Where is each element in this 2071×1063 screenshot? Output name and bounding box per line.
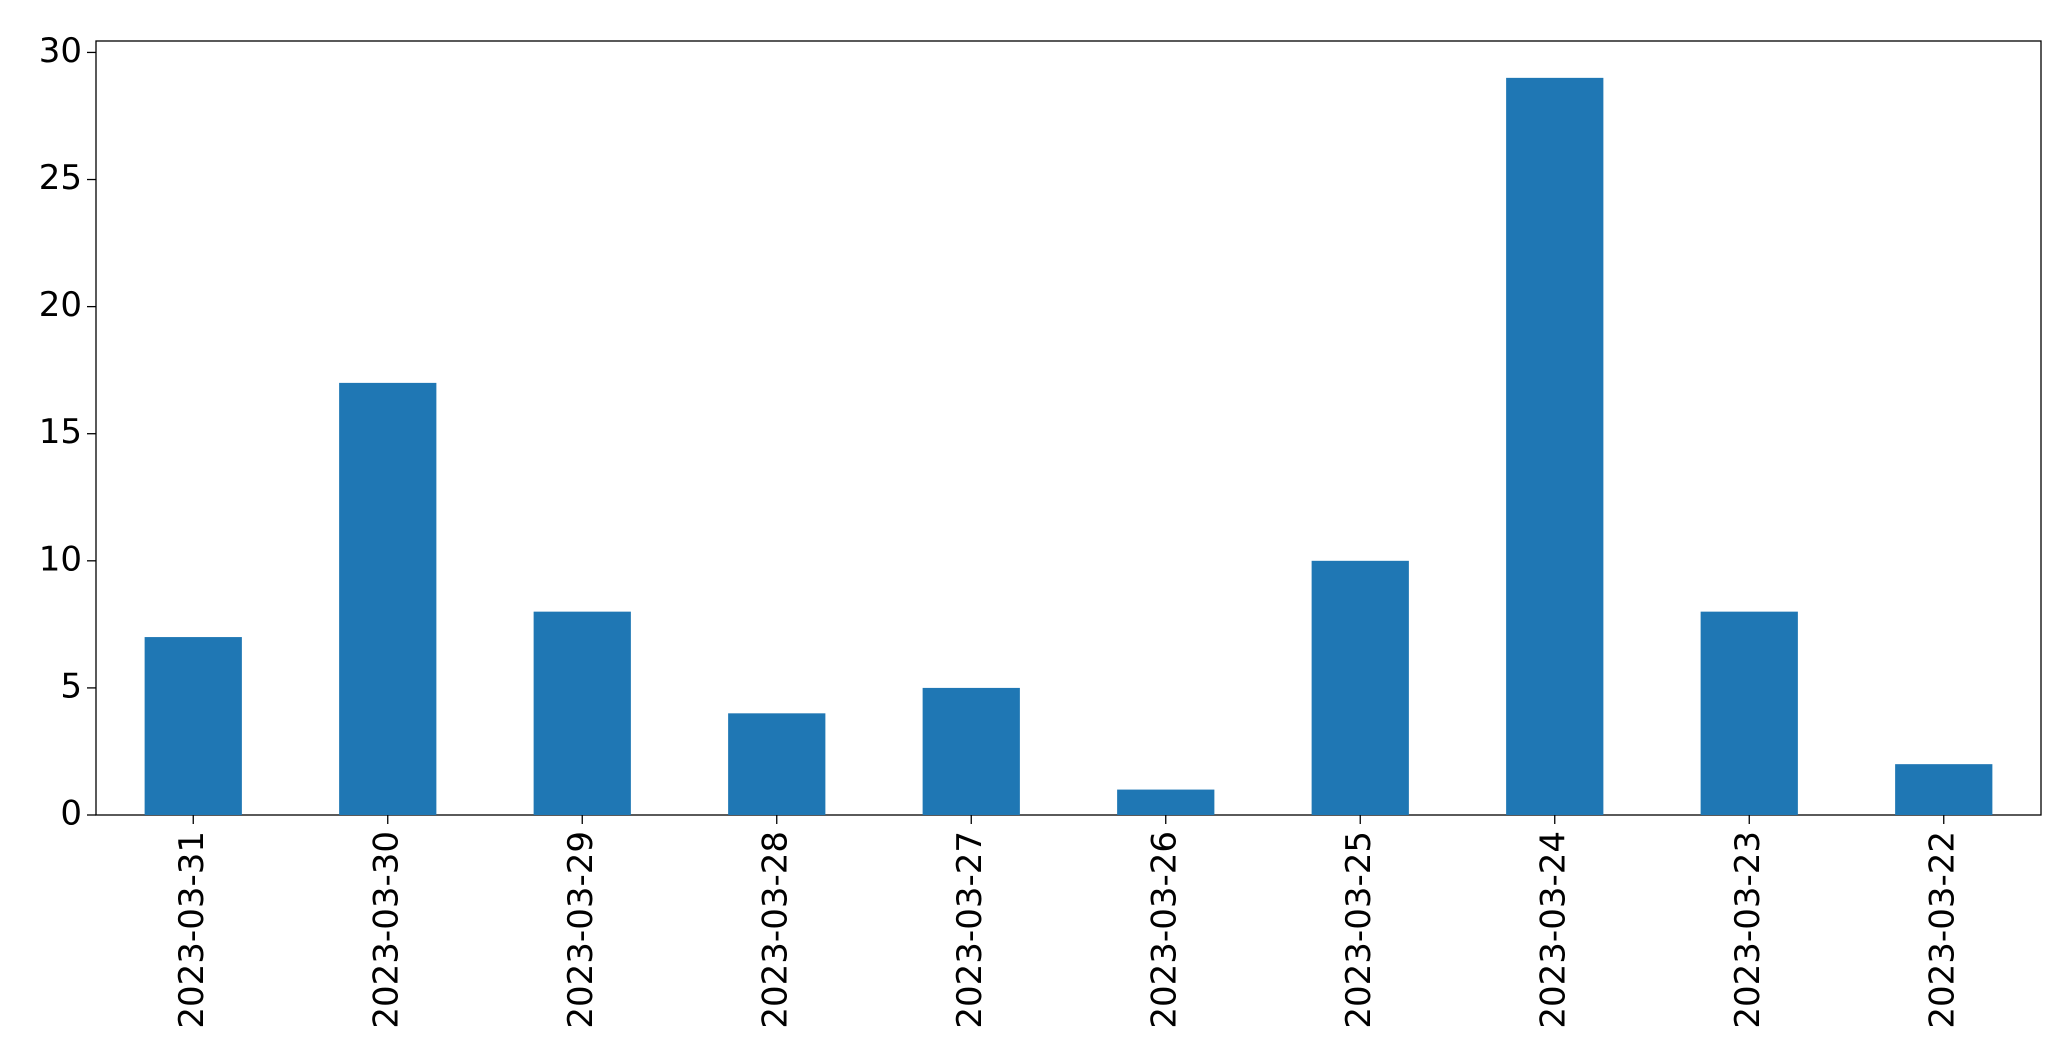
x-tick-label: 2023-03-26: [1144, 831, 1184, 1029]
x-tick-label: 2023-03-23: [1728, 831, 1768, 1029]
bar: [339, 382, 437, 815]
x-tick-label: 2023-03-27: [950, 831, 990, 1029]
bar: [1506, 77, 1604, 816]
bar: [1117, 789, 1215, 815]
bar: [533, 611, 631, 815]
x-tick-label: 2023-03-31: [172, 831, 212, 1029]
bar: [1311, 560, 1409, 815]
bar: [922, 687, 1020, 815]
x-tick-label: 2023-03-29: [561, 831, 601, 1029]
x-tick-label: 2023-03-28: [755, 831, 795, 1029]
y-tick-label: 5: [60, 666, 82, 706]
bar: [728, 713, 826, 815]
y-tick-label: 20: [39, 285, 82, 325]
bar: [1700, 611, 1798, 815]
plot-frame: [95, 40, 2042, 816]
bar: [144, 637, 242, 815]
y-tick-label: 0: [60, 794, 82, 834]
y-tick-label: 25: [39, 158, 82, 198]
x-tick-label: 2023-03-25: [1339, 831, 1379, 1029]
x-tick-label: 2023-03-24: [1533, 831, 1573, 1029]
y-tick-label: 30: [39, 31, 82, 71]
bar: [1895, 764, 1993, 815]
x-tick-label: 2023-03-30: [366, 831, 406, 1029]
y-tick-label: 10: [39, 539, 82, 579]
y-tick-label: 15: [39, 412, 82, 452]
x-tick-label: 2023-03-22: [1922, 831, 1962, 1029]
